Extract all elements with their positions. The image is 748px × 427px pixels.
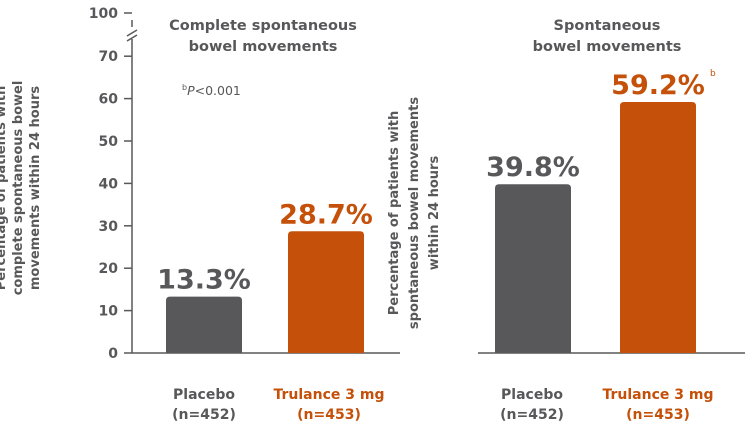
footnote-sup: b bbox=[182, 83, 187, 92]
footnote-text: P bbox=[187, 83, 195, 98]
panel1-category-n: (n=452) bbox=[172, 407, 236, 423]
panel2-bar-trulance bbox=[620, 101, 696, 353]
panel1-category-label: Trulance 3 mg bbox=[274, 387, 385, 403]
panel1-y-tick-label: 50 bbox=[99, 134, 119, 150]
panel2-category-label: Trulance 3 mg bbox=[603, 387, 714, 403]
panel1-axis-break-mark bbox=[126, 34, 138, 42]
panel1-axis-break-mark bbox=[126, 29, 138, 37]
panel1-bar-trulance bbox=[288, 231, 364, 353]
panel1-y-axis-label-line: Percentage of patients with bbox=[0, 86, 9, 291]
panel1-y-tick-label: 30 bbox=[99, 219, 119, 235]
panel1-y-tick-label: 70 bbox=[99, 49, 119, 65]
panel1-category-label: Placebo bbox=[173, 387, 235, 403]
panel1-y-tick-label: 40 bbox=[99, 176, 119, 192]
panel1-y-axis-label: Percentage of patients with complete spon… bbox=[0, 81, 43, 296]
panel2-category-label: Placebo bbox=[501, 387, 563, 403]
panel1-data-label: 28.7% bbox=[279, 199, 373, 230]
panel2-data-label-sup: b bbox=[710, 69, 716, 79]
panel2-y-axis-label-line: Percentage of patients with bbox=[387, 111, 402, 316]
panel2-category-n: (n=453) bbox=[626, 407, 690, 423]
panel1-data-label: 13.3% bbox=[157, 265, 251, 296]
footnote-text-rest: <0.001 bbox=[195, 83, 241, 98]
panel2-title-line: Spontaneous bbox=[554, 18, 661, 34]
panel1-y-axis-label-line: complete spontaneous bowel bbox=[11, 81, 26, 296]
panel1-y-tick-label: 10 bbox=[99, 304, 119, 320]
panel1-y-axis-label-line: movements within 24 hours bbox=[28, 86, 43, 291]
panel1-title-line: bowel movements bbox=[189, 39, 338, 55]
panel1-y-tick-label: 20 bbox=[99, 261, 119, 277]
panel1-y-tick-label: 0 bbox=[108, 346, 118, 362]
panel2-y-axis-label-line: within 24 hours bbox=[427, 156, 442, 271]
footnote: bP<0.001 bbox=[182, 83, 241, 98]
panel2-bar-placebo bbox=[495, 184, 571, 353]
panel2-y-axis-label-line: spontaneous bowel movements bbox=[407, 97, 422, 329]
panel1-title-line: Complete spontaneous bbox=[169, 18, 357, 34]
panel1-y-tick-label: 100 bbox=[89, 6, 118, 22]
panel1-bar-placebo bbox=[166, 296, 242, 353]
panel1-y-tick-label: 60 bbox=[99, 92, 119, 108]
panel2-title-line: bowel movements bbox=[533, 39, 682, 55]
panel2-category-n: (n=452) bbox=[500, 407, 564, 423]
panel1-category-n: (n=453) bbox=[297, 407, 361, 423]
panel2-data-label: 39.8% bbox=[486, 152, 580, 183]
panel2-y-axis-label: Percentage of patients with spontaneous b… bbox=[387, 97, 442, 329]
panel2-data-label: 59.2% bbox=[611, 70, 705, 101]
